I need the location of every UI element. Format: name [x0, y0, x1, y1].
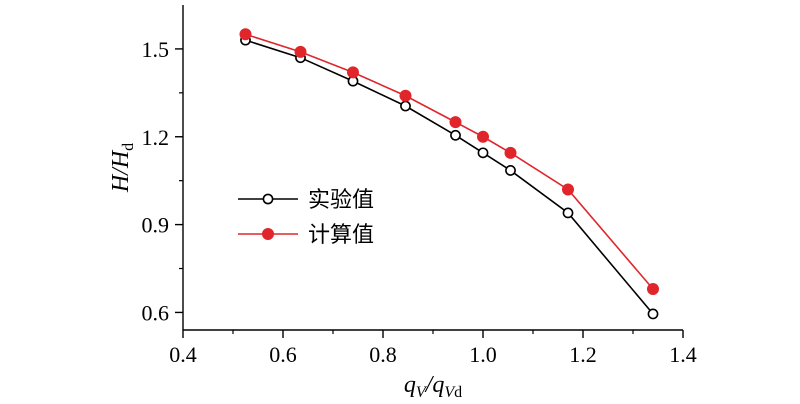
data-point [399, 89, 412, 102]
x-tick-label: 1.4 [669, 342, 697, 367]
series-line [245, 33, 654, 290]
data-point [450, 129, 461, 141]
legend-label: 计算值 [308, 223, 374, 248]
series-line [245, 39, 654, 315]
legend-marker [261, 228, 274, 241]
y-tick-label: 0.9 [142, 213, 170, 238]
series-layer [239, 28, 659, 320]
data-point [561, 183, 574, 196]
data-point [476, 130, 489, 143]
x-tick-label: 0.8 [369, 342, 397, 367]
x-tick-label: 0.4 [169, 342, 197, 367]
data-point [477, 147, 489, 159]
x-tick-label: 1.2 [569, 342, 597, 367]
legend-label: 实验值 [308, 188, 374, 213]
y-tick-label: 1.2 [142, 125, 170, 150]
data-point [647, 308, 659, 320]
y-axis-title: H/Hd [108, 143, 137, 193]
x-axis-title: qV/qVd [404, 372, 462, 401]
legend-marker [262, 193, 274, 205]
x-tick-label: 1.0 [469, 342, 497, 367]
x-tick-label: 0.6 [269, 342, 297, 367]
data-point [294, 45, 307, 58]
axes: 0.4 0.6 0.8 1.0 1.2 1.4 0.6 0.9 1.2 1.5 [142, 5, 697, 367]
data-point [346, 66, 359, 79]
data-point [449, 116, 462, 129]
data-point [400, 100, 411, 112]
data-point [504, 146, 517, 159]
data-point [562, 207, 574, 219]
axis-titles: qV/qVd H/Hd [108, 143, 462, 401]
data-point [239, 28, 252, 41]
series-1 [240, 34, 659, 320]
series-2 [239, 28, 659, 296]
y-tick-label: 0.6 [142, 300, 170, 325]
y-tick-label: 1.5 [142, 37, 170, 62]
data-point [505, 165, 516, 176]
data-point [646, 283, 659, 296]
